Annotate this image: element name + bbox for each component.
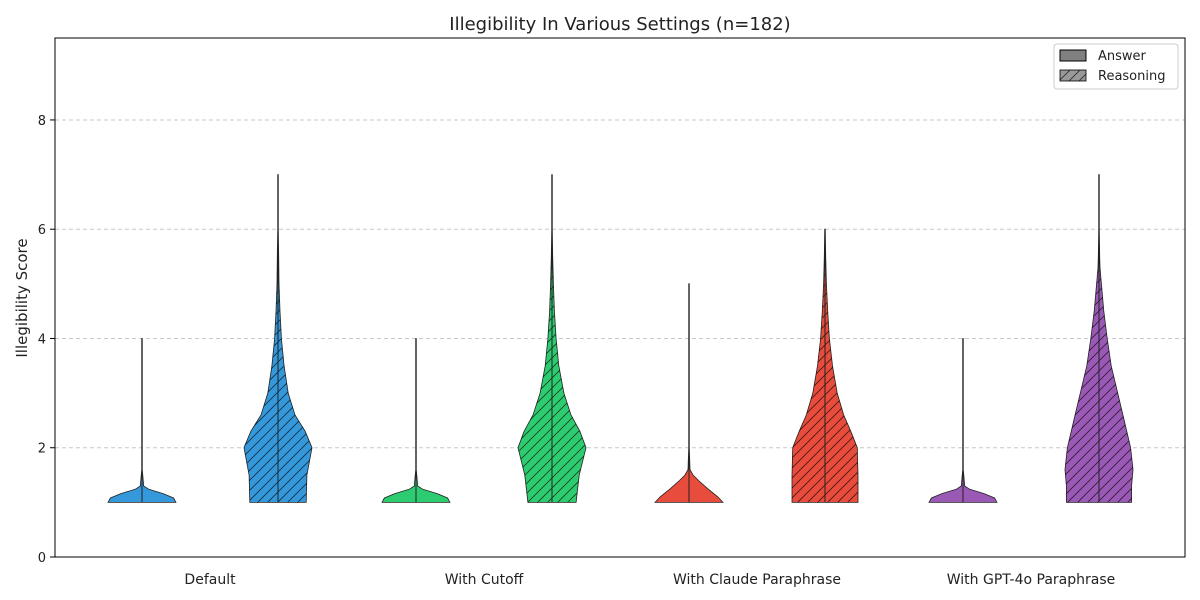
y-tick-label: 8 bbox=[38, 114, 46, 129]
y-tick-label: 0 bbox=[38, 551, 46, 566]
y-axis-label: Illegibility Score bbox=[13, 238, 31, 357]
legend-swatch-answer bbox=[1059, 49, 1087, 62]
legend: Answer Reasoning bbox=[1053, 43, 1179, 90]
x-axis: Default With Cutoff With Claude Paraphrase… bbox=[184, 572, 1115, 588]
plot-frame bbox=[54, 37, 1186, 558]
grid-lines bbox=[55, 119, 1185, 449]
y-axis: 0 2 4 6 8 bbox=[38, 114, 55, 566]
chart-title: Illegibility In Various Settings (n=182) bbox=[449, 14, 790, 35]
x-tick-label: With Claude Paraphrase bbox=[673, 572, 841, 588]
legend-swatch-reasoning-hatch bbox=[1060, 70, 1086, 81]
violins bbox=[107, 174, 1134, 503]
x-tick-label: With Cutoff bbox=[445, 572, 524, 588]
x-tick-label: With GPT-4o Paraphrase bbox=[947, 572, 1116, 588]
x-tick-label: Default bbox=[184, 572, 236, 588]
legend-label-reasoning: Reasoning bbox=[1098, 69, 1165, 84]
y-tick-label: 4 bbox=[38, 332, 46, 347]
y-tick-label: 2 bbox=[38, 442, 46, 457]
y-tick-label: 6 bbox=[38, 223, 46, 238]
legend-label-answer: Answer bbox=[1098, 49, 1147, 64]
